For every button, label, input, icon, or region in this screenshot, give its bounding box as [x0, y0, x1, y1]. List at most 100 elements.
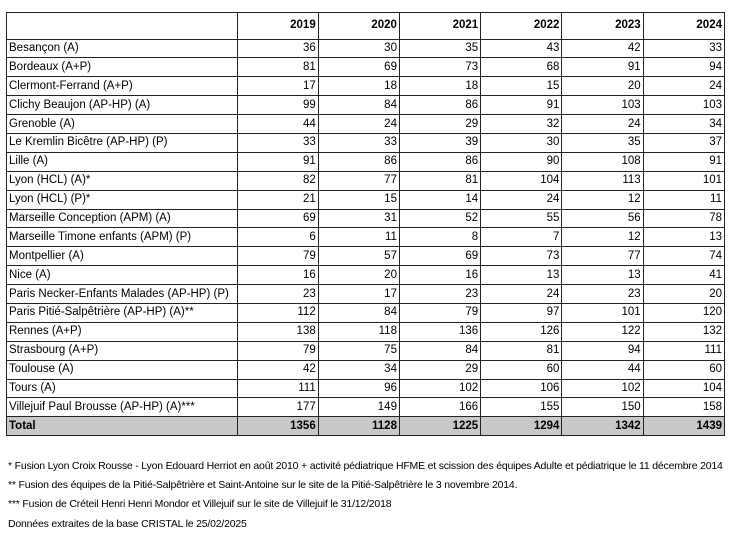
data-source-note: Données extraites de la base CRISTAL le …: [8, 517, 247, 530]
cell-value: 103: [642, 95, 726, 116]
footnote-3: *** Fusion de Créteil Henri Henri Mondor…: [8, 498, 392, 511]
center-name: Villejuif Paul Brousse (AP-HP) (A)***: [6, 397, 238, 418]
cell-value: 102: [398, 378, 482, 399]
cell-value: 13: [480, 265, 563, 286]
table-row: Toulouse (A) 42 34 29 60 44 60: [6, 359, 726, 380]
cell-value: 16: [236, 265, 319, 286]
cell-value: 108: [561, 151, 644, 172]
total-value: 1356: [236, 416, 319, 437]
cell-value: 15: [480, 76, 563, 97]
cell-value: 94: [561, 340, 644, 361]
cell-value: 149: [317, 397, 400, 418]
cell-value: 34: [317, 359, 400, 380]
cell-value: 32: [480, 114, 563, 134]
cell-value: 96: [317, 378, 400, 399]
cell-value: 42: [236, 359, 319, 380]
cell-value: 69: [398, 246, 482, 267]
cell-value: 24: [480, 284, 563, 304]
center-name: Grenoble (A): [6, 114, 238, 134]
center-name: Le Kremlin Bicêtre (AP-HP) (P): [6, 132, 238, 153]
cell-value: 15: [317, 189, 400, 210]
cell-value: 177: [236, 397, 319, 418]
cell-value: 18: [398, 76, 482, 97]
table-row: Bordeaux (A+P) 81 69 73 68 91 94: [6, 57, 726, 78]
cell-value: 30: [480, 132, 563, 153]
cell-value: 99: [236, 95, 319, 116]
header-year: 2022: [480, 12, 563, 40]
cell-value: 11: [317, 227, 400, 248]
cell-value: 39: [398, 132, 482, 153]
center-name: Clermont-Ferrand (A+P): [6, 76, 238, 97]
table-row: Montpellier (A) 79 57 69 73 77 74: [6, 246, 726, 267]
cell-value: 126: [480, 321, 563, 342]
header-year: 2023: [561, 12, 644, 40]
center-name: Rennes (A+P): [6, 321, 238, 342]
cell-value: 111: [642, 340, 726, 361]
cell-value: 91: [642, 151, 726, 172]
cell-value: 24: [317, 114, 400, 134]
cell-value: 104: [480, 170, 563, 191]
total-value: 1439: [642, 416, 726, 437]
cell-value: 35: [398, 38, 482, 59]
cell-value: 94: [642, 57, 726, 78]
cell-value: 90: [480, 151, 563, 172]
cell-value: 102: [561, 378, 644, 399]
table-row: Lyon (HCL) (P)* 21 15 14 24 12 11: [6, 189, 726, 210]
cell-value: 103: [561, 95, 644, 116]
cell-value: 122: [561, 321, 644, 342]
center-name: Paris Necker-Enfants Malades (AP-HP) (P): [6, 284, 238, 304]
total-value: 1225: [398, 416, 482, 437]
table-row: Rennes (A+P) 138 118 136 126 122 132: [6, 321, 726, 342]
cell-value: 13: [561, 265, 644, 286]
center-name: Bordeaux (A+P): [6, 57, 238, 78]
center-name: Toulouse (A): [6, 359, 238, 380]
cell-value: 68: [480, 57, 563, 78]
data-table: 2019 2020 2021 2022 2023 2024 Besançon (A) 36 3…: [6, 12, 726, 437]
cell-value: 44: [561, 359, 644, 380]
cell-value: 20: [561, 76, 644, 97]
table-row: Grenoble (A) 44 24 29 32 24 34: [6, 114, 726, 134]
cell-value: 60: [480, 359, 563, 380]
cell-value: 91: [480, 95, 563, 116]
header-year: 2019: [236, 12, 319, 40]
center-name: Clichy Beaujon (AP-HP) (A): [6, 95, 238, 116]
table-row: Tours (A) 111 96 102 106 102 104: [6, 378, 726, 399]
cell-value: 166: [398, 397, 482, 418]
cell-value: 155: [480, 397, 563, 418]
cell-value: 79: [398, 302, 482, 323]
cell-value: 41: [642, 265, 726, 286]
table-row: Marseille Timone enfants (APM) (P) 6 11 8 7 1…: [6, 227, 726, 248]
cell-value: 81: [236, 57, 319, 78]
cell-value: 79: [236, 340, 319, 361]
cell-value: 77: [317, 170, 400, 191]
cell-value: 120: [642, 302, 726, 323]
cell-value: 52: [398, 208, 482, 229]
cell-value: 84: [398, 340, 482, 361]
cell-value: 33: [317, 132, 400, 153]
cell-value: 21: [236, 189, 319, 210]
total-value: 1342: [561, 416, 644, 437]
cell-value: 113: [561, 170, 644, 191]
cell-value: 73: [480, 246, 563, 267]
cell-value: 84: [317, 302, 400, 323]
header-cell-empty: [6, 12, 238, 40]
cell-value: 73: [398, 57, 482, 78]
cell-value: 17: [236, 76, 319, 97]
cell-value: 17: [317, 284, 400, 304]
cell-value: 81: [398, 170, 482, 191]
footnote-1: * Fusion Lyon Croix Rousse - Lyon Edouar…: [8, 460, 723, 472]
cell-value: 132: [642, 321, 726, 342]
cell-value: 13: [642, 227, 726, 248]
cell-value: 84: [317, 95, 400, 116]
cell-value: 34: [642, 114, 726, 134]
center-name: Paris Pitié-Salpêtrière (AP-HP) (A)**: [6, 302, 238, 323]
cell-value: 101: [642, 170, 726, 191]
cell-value: 82: [236, 170, 319, 191]
cell-value: 91: [561, 57, 644, 78]
center-name: Marseille Conception (APM) (A): [6, 208, 238, 229]
table-row: Besançon (A) 36 30 35 43 42 33: [6, 38, 726, 59]
table-row: Clermont-Ferrand (A+P) 17 18 18 15 20 24: [6, 76, 726, 97]
cell-value: 20: [317, 265, 400, 286]
cell-value: 86: [317, 151, 400, 172]
center-name: Besançon (A): [6, 38, 238, 59]
